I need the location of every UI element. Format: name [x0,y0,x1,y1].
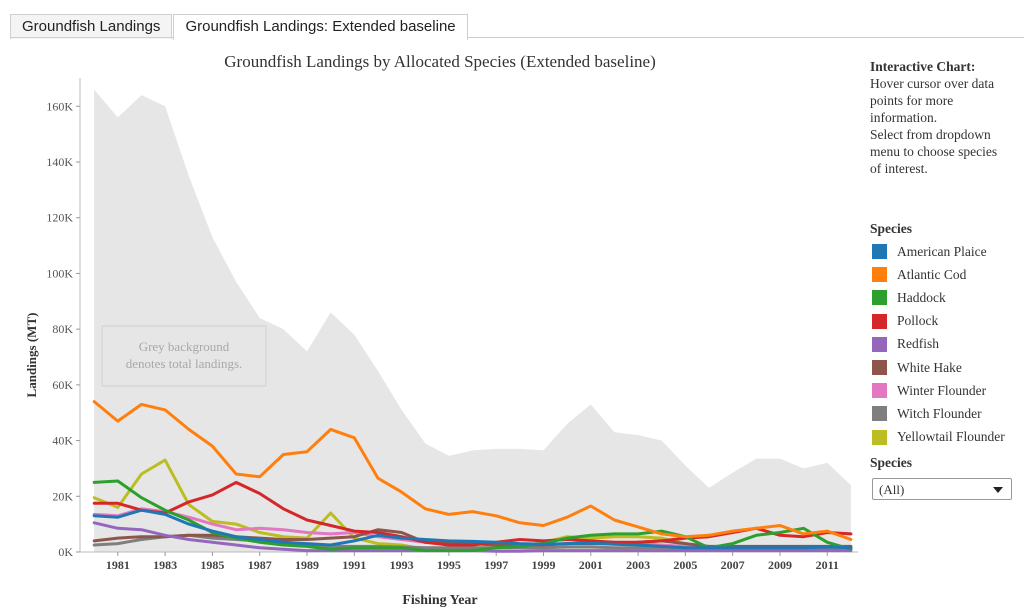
note-line: Hover cursor over data [870,76,995,91]
y-tick-label: 20K [52,489,73,503]
tab-bar: Groundfish Landings Groundfish Landings:… [10,14,469,40]
note-title: Interactive Chart: [870,59,976,74]
legend-label: American Plaice [897,243,987,259]
annotation-box [101,325,267,387]
species-dropdown-value: (All) [879,482,905,497]
x-axis-label: Fishing Year [402,593,477,608]
y-tick-label: 60K [52,378,73,392]
legend-swatch [872,360,887,376]
legend-label: Winter Flounder [897,382,987,398]
y-tick-label: 120K [46,211,73,225]
legend-item[interactable]: Yellowtail Flounder [870,426,1020,449]
legend-label: Haddock [897,289,946,305]
legend-label: Redfish [897,336,939,352]
y-tick-label: 100K [46,266,73,280]
legend-swatch [872,267,887,283]
legend-swatch [872,406,887,422]
y-axis-label: Landings (MT) [24,313,39,398]
x-tick-label: 1997 [484,558,508,572]
x-tick-label: 1989 [295,558,319,572]
legend-label: Yellowtail Flounder [897,429,1005,445]
note-line: points for more [870,93,954,108]
x-tick-label: 2007 [721,558,745,572]
legend-item[interactable]: Winter Flounder [870,379,1020,402]
total-landings-area [94,89,851,553]
legend-swatch [872,313,887,329]
y-tick-label: 160K [46,99,73,113]
x-tick-label: 1999 [531,558,555,572]
note-line: of interest. [870,161,928,176]
legend-items: American Plaice Atlantic Cod Haddock Polloc… [870,240,1020,449]
x-tick-label: 1987 [248,558,272,572]
note-line: menu to choose species [870,144,998,159]
legend-title: Species [870,221,912,236]
x-tick-label: 2003 [626,558,650,572]
legend-item[interactable]: Witch Flounder [870,402,1020,425]
legend-label: White Hake [897,359,962,375]
legend-label: Witch Flounder [897,405,982,421]
x-tick-label: 1981 [106,558,130,572]
x-tick-label: 1995 [437,558,461,572]
legend-label: Pollock [897,313,939,329]
y-tick-label: 0K [58,545,73,559]
legend-label: Atlantic Cod [897,266,967,282]
y-tick-label: 80K [52,322,73,336]
legend-swatch [872,429,887,445]
x-tick-label: 1991 [342,558,366,572]
x-tick-label: 1983 [153,558,177,572]
x-tick-label: 2009 [768,558,792,572]
y-tick-label: 140K [46,155,73,169]
landings-chart: Groundfish Landings by Allocated Species… [24,52,858,608]
note-line: Select from dropdown [870,127,991,142]
note-line: information. [870,110,938,125]
chart-title: Groundfish Landings by Allocated Species… [224,52,656,71]
legend-item[interactable]: Atlantic Cod [870,263,1020,286]
x-tick-label: 2005 [673,558,697,572]
plot-area: 0K 20K 40K 60K 80K 100K 120K 140K 160K 1981 1983 19… [46,78,858,572]
tab-groundfish-landings[interactable]: Groundfish Landings [10,14,173,39]
x-tick-label: 1993 [390,558,414,572]
species-dropdown[interactable]: (All) [872,478,1012,500]
chevron-down-icon [993,487,1003,493]
legend-item[interactable]: White Hake [870,356,1020,379]
x-tick-label: 2011 [816,558,839,572]
legend-swatch [872,290,887,306]
x-tick-label: 1985 [200,558,224,572]
legend-swatch [872,383,887,399]
legend-item[interactable]: American Plaice [870,240,1020,263]
x-tick-label: 2001 [579,558,603,572]
legend-item[interactable]: Redfish [870,333,1020,356]
tab-divider [10,37,1024,38]
legend-swatch [872,244,887,260]
annotation-text: Grey background [139,339,230,354]
legend-swatch [872,336,887,352]
legend-item[interactable]: Pollock [870,310,1020,333]
annotation-text: denotes total landings. [126,356,243,371]
legend-panel: Interactive Chart: Hover cursor over dat… [870,58,1020,471]
series-line-american-plaice [92,508,853,550]
y-tick-label: 40K [52,434,73,448]
series-line-atlantic-cod [92,400,853,541]
filter-label: Species [870,454,912,470]
legend-item[interactable]: Haddock [870,286,1020,309]
tab-extended-baseline[interactable]: Groundfish Landings: Extended baseline [173,14,468,40]
